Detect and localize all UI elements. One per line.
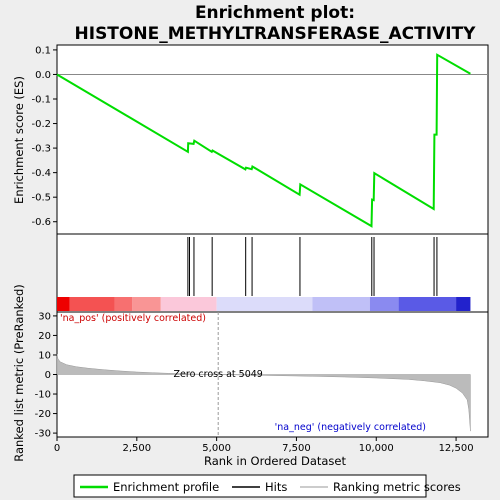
metric-x-ticks: 0 2,500 5,000 7,500 10,000 12,500	[54, 437, 474, 454]
metric-y-tick-label: 10	[38, 350, 51, 361]
es-y-tick-label: -0.6	[31, 217, 51, 228]
color-bar-segment	[369, 297, 399, 311]
negative-correlation-label: 'na_neg' (negatively correlated)	[275, 422, 426, 433]
metric-panel: 30 20 10 0 -10 -20 -30 0 2,500 5,000 7,500 10,000 1…	[12, 284, 489, 468]
hit-marks	[187, 237, 438, 296]
x-tick-label: 10,000	[359, 443, 394, 454]
legend-metric-label: Ranking metric scores	[333, 480, 461, 494]
hits-panel	[56, 233, 489, 313]
zero-cross-label: Zero cross at 5049	[174, 369, 263, 380]
es-y-tick-label: -0.4	[31, 168, 51, 179]
legend: Enrichment profile Hits Ranking metric s…	[73, 474, 461, 498]
color-bar-segment	[69, 297, 115, 311]
es-y-axis-label: Enrichment score (ES)	[12, 76, 26, 204]
color-bar-segment	[456, 297, 471, 311]
rank-color-bar	[57, 297, 471, 311]
legend-hits-label: Hits	[265, 480, 287, 494]
x-tick-label: 2,500	[122, 443, 151, 454]
es-y-ticks: 0.1 0.0 -0.1 -0.2 -0.3 -0.4 -0.5 -0.6	[31, 45, 57, 228]
x-tick-label: 7,500	[282, 443, 311, 454]
x-tick-label: 0	[54, 443, 60, 454]
color-bar-segment	[114, 297, 133, 311]
es-y-tick-label: -0.2	[31, 119, 51, 130]
metric-y-ticks: 30 20 10 0 -10 -20 -30	[35, 311, 57, 440]
color-bar-segment	[216, 297, 313, 311]
color-bar-segment	[160, 297, 217, 311]
x-axis-label: Rank in Ordered Dataset	[204, 454, 347, 468]
x-tick-label: 12,500	[439, 443, 474, 454]
enrichment-panel: 0.1 0.0 -0.1 -0.2 -0.3 -0.4 -0.5 -0.6 Enrichmen…	[12, 44, 489, 235]
ranking-metric-area	[56, 353, 471, 432]
metric-y-tick-label: -30	[35, 429, 51, 440]
x-tick-label: 5,000	[202, 443, 231, 454]
es-y-tick-label: -0.3	[31, 144, 51, 155]
enrichment-profile-line	[56, 53, 471, 228]
metric-y-tick-label: 0	[45, 370, 51, 381]
es-y-tick-label: -0.5	[31, 193, 51, 204]
enrichment-plot-area	[56, 44, 489, 235]
positive-correlation-label: 'na_pos' (positively correlated)	[60, 313, 206, 324]
legend-enrichment-label: Enrichment profile	[113, 480, 219, 494]
metric-y-tick-label: -20	[35, 409, 51, 420]
color-bar-segment	[398, 297, 457, 311]
color-bar-segment	[57, 297, 70, 311]
es-y-tick-label: -0.1	[31, 95, 51, 106]
metric-y-tick-label: 20	[38, 331, 51, 342]
metric-y-axis-label: Ranked list metric (PreRanked)	[12, 284, 26, 462]
metric-y-tick-label: -10	[35, 390, 51, 401]
title-line-1: Enrichment plot:	[195, 3, 355, 23]
es-y-tick-label: 0.1	[35, 45, 51, 56]
es-y-tick-label: 0.0	[35, 70, 51, 81]
title-line-2: HISTONE_METHYLTRANSFERASE_ACTIVITY	[75, 24, 477, 44]
color-bar-segment	[132, 297, 161, 311]
color-bar-segment	[312, 297, 370, 311]
legend-box	[73, 474, 427, 498]
metric-y-tick-label: 30	[38, 311, 51, 322]
